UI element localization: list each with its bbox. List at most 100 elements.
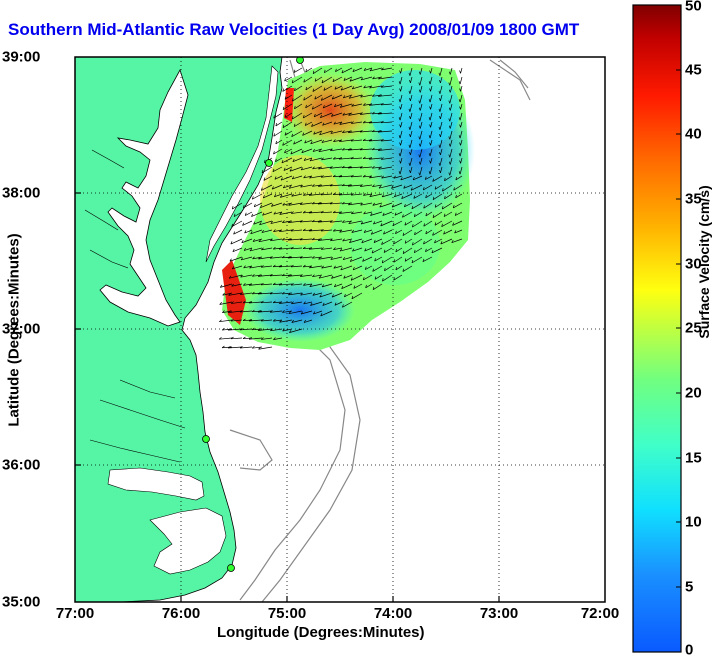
velocity-vector xyxy=(404,238,413,244)
velocity-vector xyxy=(419,94,423,104)
velocity-vector xyxy=(419,148,423,158)
velocity-vector-head xyxy=(222,310,225,313)
velocity-vector-head xyxy=(401,195,404,199)
velocity-vector xyxy=(309,283,323,287)
velocity-vector-head xyxy=(408,90,411,94)
velocity-vector xyxy=(351,175,363,178)
velocity-vector xyxy=(245,211,253,216)
velocity-vector-head xyxy=(244,212,247,216)
velocity-vector-head xyxy=(334,86,337,90)
velocity-vector-head xyxy=(342,238,345,242)
velocity-vector xyxy=(279,283,293,286)
velocity-vector-head xyxy=(242,318,246,321)
velocity-vector-head xyxy=(278,283,282,286)
velocity-vector-head xyxy=(359,129,363,133)
velocity-vector-head xyxy=(340,87,343,91)
velocity-vector xyxy=(363,175,373,178)
velocity-vector xyxy=(284,112,293,118)
station-marker xyxy=(202,435,210,443)
velocity-vector xyxy=(284,130,293,136)
velocity-vector-head xyxy=(303,79,305,83)
velocity-vector-head xyxy=(402,232,405,236)
velocity-vector xyxy=(434,220,443,226)
velocity-vector xyxy=(432,175,443,182)
velocity-vector-head xyxy=(423,241,425,245)
velocity-vector-head xyxy=(318,275,322,279)
velocity-vector-head xyxy=(302,114,305,119)
velocity-vector xyxy=(434,238,443,244)
velocity-vector xyxy=(340,265,353,271)
velocity-vector xyxy=(400,103,403,110)
velocity-vector-head xyxy=(284,78,286,82)
velocity-vector-head xyxy=(257,274,261,277)
velocity-vector-head xyxy=(330,238,333,242)
velocity-vector xyxy=(232,247,243,252)
velocity-vector xyxy=(342,220,353,223)
velocity-vector xyxy=(231,283,243,287)
velocity-vector-head xyxy=(302,246,306,249)
velocity-vector xyxy=(303,283,313,286)
velocity-vector-head xyxy=(338,157,342,160)
velocity-vector-head xyxy=(395,230,397,234)
velocity-vector xyxy=(363,85,373,89)
velocity-vector xyxy=(270,328,283,332)
velocity-vector xyxy=(250,229,263,235)
velocity-vector xyxy=(399,112,403,121)
velocity-vector xyxy=(228,310,243,313)
velocity-vector-head xyxy=(332,210,336,214)
velocity-vector-head xyxy=(398,153,401,157)
velocity-vector-head xyxy=(279,194,283,198)
velocity-vector xyxy=(342,184,353,187)
velocity-vector xyxy=(300,292,313,296)
velocity-vector xyxy=(300,166,313,171)
velocity-vector-head xyxy=(380,223,383,227)
velocity-vector xyxy=(369,121,383,124)
velocity-vector xyxy=(442,202,453,210)
velocity-vector xyxy=(351,229,363,233)
velocity-vector xyxy=(419,103,423,111)
velocity-vector-head xyxy=(334,104,337,107)
velocity-vector-head xyxy=(231,266,235,270)
albemarle-sound xyxy=(107,467,205,501)
velocity-vector-head xyxy=(438,162,441,166)
velocity-vector xyxy=(313,310,323,315)
sound-delmarva xyxy=(205,65,279,263)
velocity-vector xyxy=(249,247,263,252)
velocity-vector-head xyxy=(251,196,254,200)
velocity-vector-head xyxy=(243,265,246,269)
velocity-vector-head xyxy=(317,184,321,187)
velocity-vector-head xyxy=(272,318,276,322)
velocity-vector xyxy=(321,211,333,214)
velocity-vector xyxy=(394,211,403,216)
velocity-vector-head xyxy=(423,205,425,209)
velocity-vector xyxy=(402,265,413,272)
velocity-vector xyxy=(350,274,363,281)
velocity-vector xyxy=(369,139,383,142)
velocity-vector-head xyxy=(318,256,321,260)
velocity-vector xyxy=(305,121,313,126)
velocity-vector xyxy=(318,184,333,187)
velocity-vector-head xyxy=(300,311,304,315)
velocity-vector-head xyxy=(448,89,451,93)
velocity-vector-head xyxy=(230,241,233,245)
velocity-vector-head xyxy=(372,202,375,206)
velocity-vector xyxy=(284,148,293,154)
velocity-vector xyxy=(319,130,333,136)
velocity-vector xyxy=(412,238,423,246)
velocity-vector-head xyxy=(333,247,336,250)
velocity-vector-head xyxy=(404,222,407,226)
velocity-vector-head xyxy=(308,228,312,232)
colorbar-tick-label: 30 xyxy=(685,255,702,273)
velocity-vector-head xyxy=(312,88,315,92)
colorbar-tick-label: 35 xyxy=(685,190,702,208)
velocity-vector-head xyxy=(399,160,401,164)
velocity-vector-head xyxy=(257,291,261,295)
velocity-vector xyxy=(381,238,393,245)
velocity-vector xyxy=(228,346,243,349)
velocity-vector xyxy=(288,238,303,241)
velocity-vector xyxy=(372,283,383,290)
velocity-vector xyxy=(333,121,343,125)
velocity-vector xyxy=(318,274,333,279)
velocity-vector-head xyxy=(363,85,366,89)
velocity-vector-head xyxy=(333,121,336,125)
